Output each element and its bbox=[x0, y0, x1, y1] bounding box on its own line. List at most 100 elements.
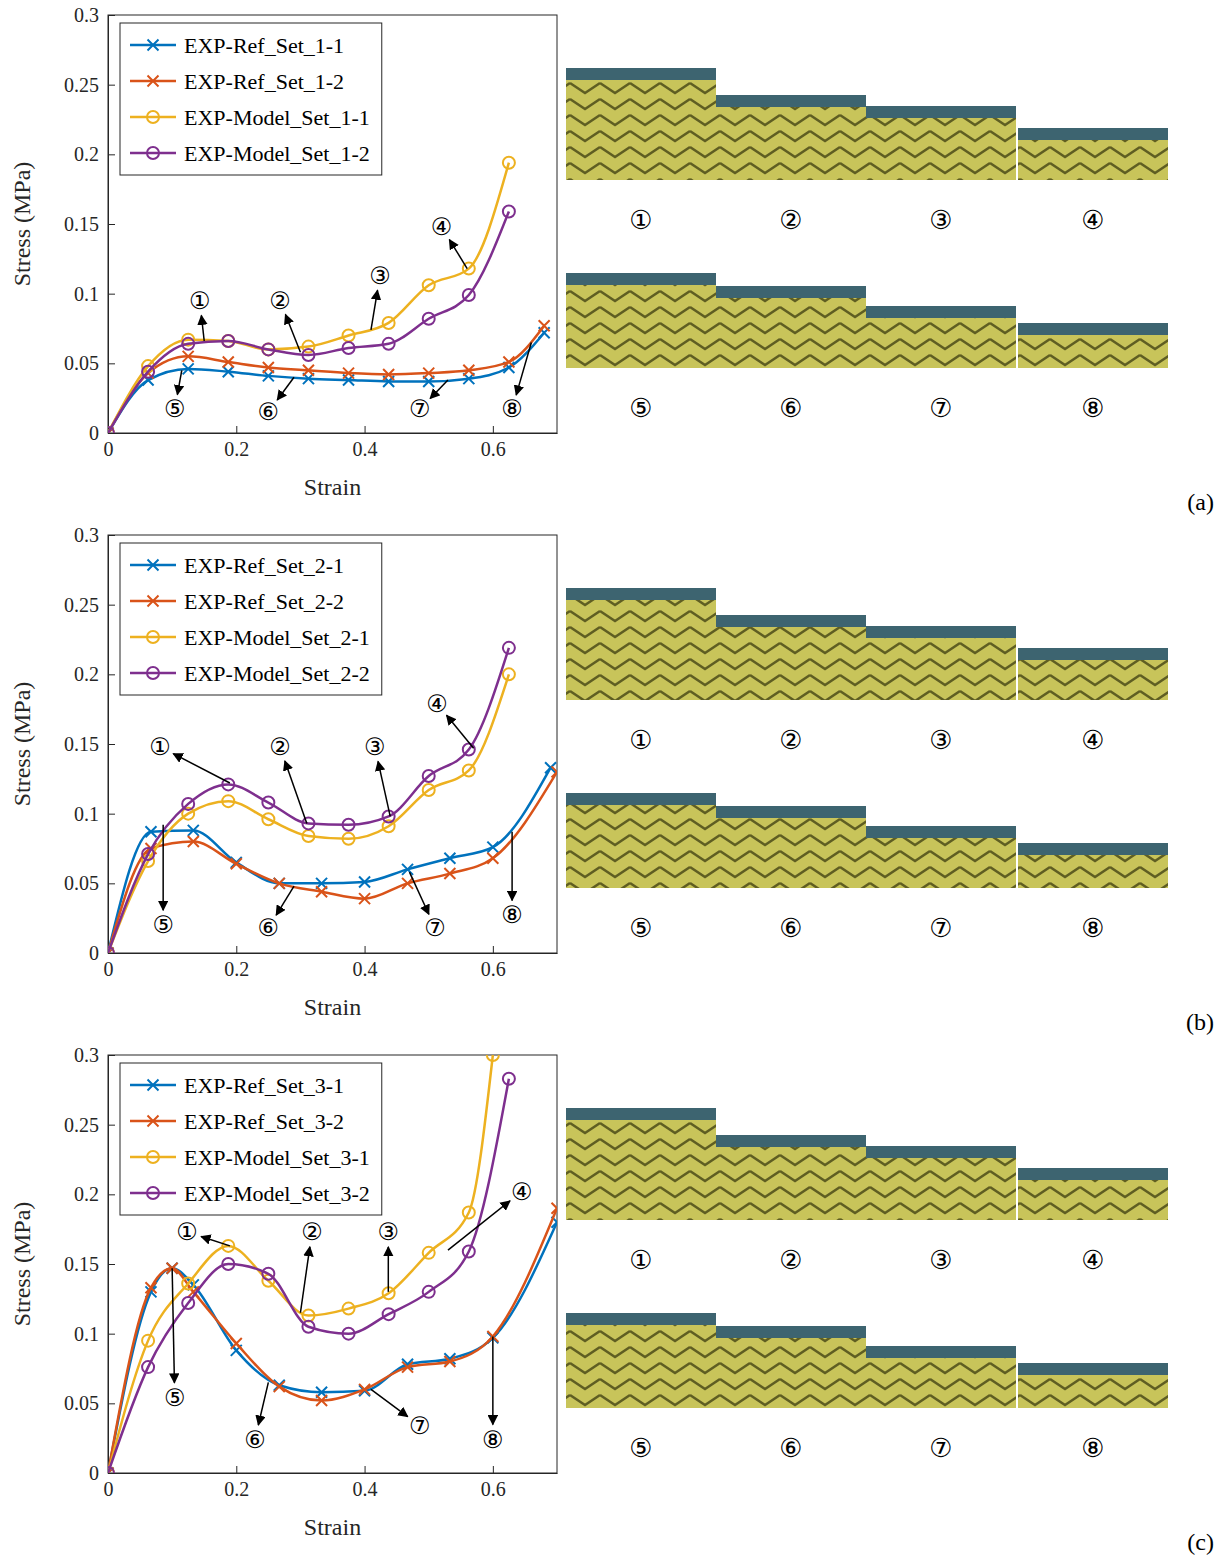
photo-caption: ② bbox=[779, 205, 802, 235]
photo-caption: ⑦ bbox=[929, 393, 952, 423]
data-point bbox=[108, 427, 114, 433]
data-point bbox=[402, 1362, 413, 1373]
tick-mark bbox=[108, 1194, 115, 1195]
legend-label: EXP-Ref_Set_3-2 bbox=[184, 1109, 344, 1134]
photo bbox=[866, 1158, 1016, 1220]
annotations: ①②③④⑤⑥⑦⑧ bbox=[148, 690, 524, 942]
data-point bbox=[423, 313, 435, 325]
photo-backdrop bbox=[1018, 648, 1168, 700]
photo-caption: ④ bbox=[1081, 725, 1104, 755]
annotation-arrow bbox=[448, 1201, 510, 1250]
tick-label: 0.05 bbox=[64, 872, 99, 894]
photo-backdrop bbox=[1018, 323, 1168, 368]
annotation-label: ⑤ bbox=[164, 395, 186, 423]
legend-marker bbox=[148, 596, 159, 607]
tick-label: 0.25 bbox=[64, 594, 99, 616]
data-point bbox=[487, 853, 498, 864]
photos: ①②③④⑤⑥⑦⑧ bbox=[566, 68, 1168, 423]
annotation-label: ⑦ bbox=[409, 395, 431, 423]
tick-mark bbox=[108, 85, 115, 86]
tick-label: 0.15 bbox=[64, 1253, 99, 1275]
data-point bbox=[274, 878, 285, 889]
tick: 0.05 bbox=[64, 1392, 115, 1414]
annotation-arrow bbox=[388, 1247, 390, 1292]
photo bbox=[1018, 140, 1168, 180]
annotation-label: ① bbox=[189, 287, 211, 315]
tick: 0.15 bbox=[64, 733, 115, 755]
photo-backdrop bbox=[566, 588, 716, 700]
data-point bbox=[142, 366, 154, 378]
tick-mark bbox=[108, 814, 115, 815]
tick-mark bbox=[365, 1466, 366, 1473]
tick-label: 0 bbox=[89, 942, 99, 964]
legend-swatch bbox=[130, 152, 176, 155]
annotation-label: ② bbox=[301, 1218, 323, 1246]
panel-label: (b) bbox=[1186, 1009, 1214, 1035]
tick: 0.4 bbox=[353, 426, 378, 460]
legend-label: EXP-Ref_Set_3-1 bbox=[184, 1073, 344, 1098]
data-point bbox=[444, 1356, 455, 1367]
legend-marker bbox=[148, 40, 159, 51]
annotation-arrow bbox=[371, 290, 378, 330]
annotation-label: ④ bbox=[511, 1178, 533, 1206]
photo bbox=[566, 1325, 716, 1408]
annotation-label: ② bbox=[269, 733, 291, 761]
data-point bbox=[359, 876, 370, 887]
legend-swatch bbox=[130, 1192, 176, 1195]
legend: EXP-Ref_Set_2-1EXP-Ref_Set_2-2EXP-Model_… bbox=[120, 543, 382, 695]
photo bbox=[566, 805, 716, 888]
legend: EXP-Ref_Set_1-1EXP-Ref_Set_1-2EXP-Model_… bbox=[120, 23, 382, 175]
data-point bbox=[552, 1203, 558, 1214]
tick: 0.15 bbox=[64, 1253, 115, 1275]
data-point bbox=[423, 784, 435, 796]
series-line bbox=[108, 674, 509, 953]
tick-mark bbox=[365, 946, 366, 953]
series-line bbox=[108, 1222, 557, 1473]
legend-label: EXP-Model_Set_3-2 bbox=[184, 1181, 370, 1206]
legend-label: EXP-Model_Set_1-1 bbox=[184, 105, 370, 130]
tick-label: 0.1 bbox=[74, 283, 99, 305]
data-point bbox=[316, 886, 327, 897]
data-point bbox=[359, 893, 370, 904]
data-point bbox=[222, 1258, 234, 1270]
legend-label: EXP-Model_Set_2-2 bbox=[184, 661, 370, 686]
tick-mark bbox=[108, 674, 115, 675]
tick-mark bbox=[108, 224, 115, 225]
photo bbox=[716, 627, 866, 700]
data-point bbox=[359, 1384, 370, 1395]
photo bbox=[716, 818, 866, 888]
data-point bbox=[222, 335, 234, 347]
tick-mark bbox=[108, 883, 115, 884]
data-point bbox=[487, 842, 498, 853]
photo-backdrop bbox=[866, 1146, 1016, 1220]
data-point bbox=[383, 338, 395, 350]
legend-box bbox=[120, 23, 382, 175]
data-point bbox=[463, 764, 475, 776]
tick-label: 0.1 bbox=[74, 1323, 99, 1345]
annotation-label: ⑦ bbox=[424, 914, 446, 942]
photo-backdrop bbox=[866, 826, 1016, 888]
legend-marker bbox=[148, 1080, 159, 1091]
tick-mark bbox=[108, 1264, 115, 1265]
annotation-arrow bbox=[492, 1336, 494, 1424]
annotation-arrow bbox=[516, 342, 531, 394]
data-point bbox=[383, 369, 394, 380]
photo-caption: ④ bbox=[1081, 205, 1104, 235]
data-point bbox=[108, 947, 114, 953]
tick: 0.05 bbox=[64, 352, 115, 374]
photo-backdrop bbox=[1018, 128, 1168, 180]
legend-label: EXP-Ref_Set_2-2 bbox=[184, 589, 344, 614]
data-point bbox=[383, 317, 395, 329]
annotation-label: ⑧ bbox=[501, 901, 523, 929]
tick-label: 0.15 bbox=[64, 733, 99, 755]
photo-backdrop bbox=[866, 306, 1016, 368]
plot-area bbox=[108, 1055, 557, 1473]
photo-caption: ③ bbox=[929, 725, 952, 755]
annotation-arrow bbox=[201, 316, 204, 341]
photo-backdrop bbox=[1018, 1168, 1168, 1220]
photo-backdrop bbox=[866, 626, 1016, 700]
photo bbox=[1018, 855, 1168, 888]
data-point bbox=[343, 1328, 355, 1340]
series-line bbox=[108, 333, 544, 433]
series-line bbox=[108, 163, 509, 433]
